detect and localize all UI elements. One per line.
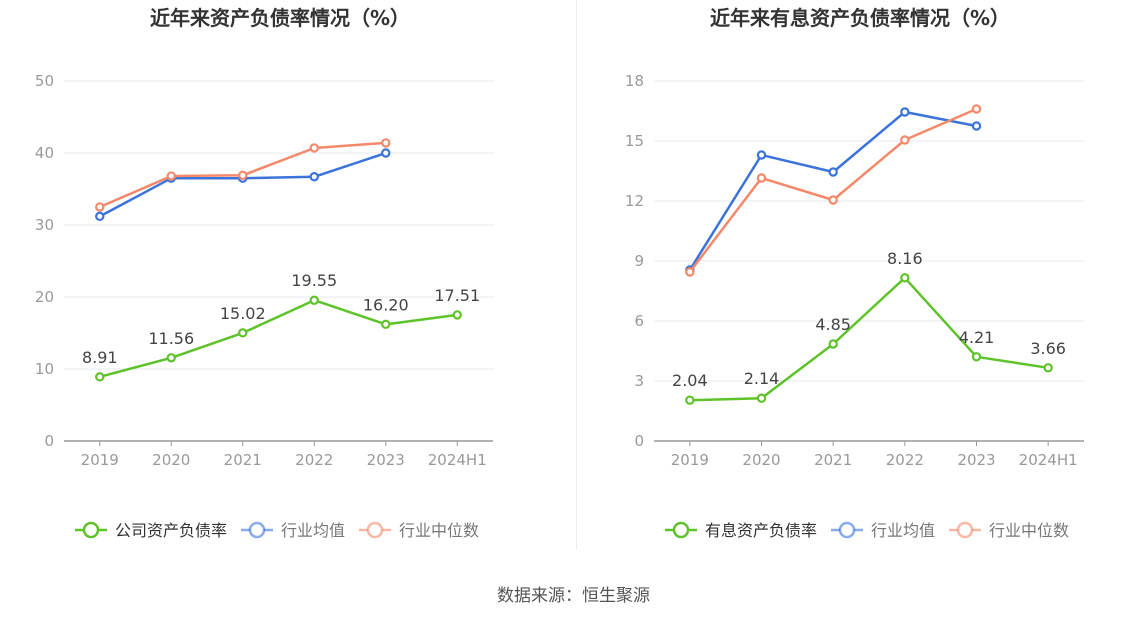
right-legend-swatch-marker	[672, 521, 690, 539]
left-series-point-2	[166, 171, 176, 181]
chart-title-left: 近年来资产负债率情况（%）	[149, 6, 411, 30]
data-source-note: 数据来源：恒生聚源	[497, 586, 650, 606]
right-series-point-0	[756, 393, 767, 403]
left-series-line-1	[99, 151, 387, 218]
left-series-point-0	[95, 372, 105, 382]
right-series-point-1	[971, 121, 982, 131]
right-legend-swatch-marker	[956, 521, 974, 539]
chart-title-right: 近年来有息资产负债率情况（%）	[709, 6, 1011, 30]
right-series-point-0	[900, 273, 910, 283]
right-series-point-2	[971, 104, 982, 114]
left-data-label: 19.55	[291, 271, 337, 290]
left-legend-swatch-marker	[82, 521, 100, 539]
left-series-line-0	[99, 298, 458, 379]
right-legend-label-2: 行业中位数	[989, 521, 1069, 540]
right-series-line-1	[688, 110, 977, 271]
left-x-tick-label: 2019	[81, 451, 119, 469]
right-y-tick-label: 15	[625, 132, 644, 150]
left-series-point-2	[95, 202, 105, 212]
left-x-tick-label: 2024H1	[428, 451, 487, 469]
right-series-point-2	[756, 173, 767, 183]
right-data-label: 4.85	[815, 315, 851, 334]
right-series-point-0	[685, 395, 695, 405]
left-data-label: 15.02	[220, 304, 266, 323]
right-legend-swatch-marker	[838, 521, 856, 539]
left-legend-swatch-marker	[366, 521, 384, 539]
right-series-point-0	[971, 352, 982, 362]
left-series-point-2	[238, 170, 248, 181]
left-y-tick-label: 50	[35, 72, 54, 90]
right-data-label: 2.04	[672, 371, 708, 390]
right-series-point-1	[828, 167, 838, 177]
right-data-label: 8.16	[887, 249, 923, 268]
chart-right: 0 3 6 9 12 15 18 2019 2020 2021 2022 2023 2024H1 2.04…	[625, 72, 1084, 540]
left-series-point-1	[381, 148, 391, 158]
left-data-label: 17.51	[434, 286, 480, 305]
left-data-label: 8.91	[82, 348, 118, 367]
left-series-point-2	[309, 143, 319, 153]
left-series-point-2	[381, 138, 391, 148]
right-series-point-1	[900, 107, 910, 117]
left-x-tick-label: 2023	[367, 451, 405, 469]
right-x-tick-label: 2019	[671, 451, 709, 469]
right-data-label: 3.66	[1030, 339, 1066, 358]
left-series-point-0	[381, 319, 391, 330]
chart-left: 0 10 20 30 40 50 2019 2020 2021 2022 2023 2024H1 8.9…	[35, 72, 493, 540]
right-x-tick-label: 2021	[814, 451, 852, 469]
right-y-tick-label: 3	[634, 372, 644, 390]
left-legend-label-0: 公司资产负债率	[115, 521, 227, 540]
left-series-point-0	[452, 310, 462, 320]
left-series-point-0	[238, 328, 248, 338]
left-y-tick-label: 10	[35, 360, 54, 378]
left-series-point-0	[166, 353, 176, 363]
left-series-point-0	[309, 295, 319, 305]
right-legend-label-1: 行业均值	[871, 521, 935, 540]
right-data-label: 4.21	[959, 328, 995, 347]
right-x-tick-label: 2020	[742, 451, 780, 469]
right-series-line-2	[688, 107, 977, 273]
left-series-point-1	[95, 211, 105, 222]
right-y-tick-label: 12	[625, 192, 644, 210]
right-series-point-2	[900, 135, 910, 145]
panel-divider	[576, 0, 577, 550]
left-x-tick-label: 2021	[224, 451, 262, 469]
right-series-point-0	[1043, 363, 1053, 373]
right-series-point-2	[685, 267, 695, 277]
right-x-tick-label: 2022	[886, 451, 924, 469]
left-legend-swatch-marker	[248, 521, 266, 539]
right-y-tick-label: 6	[634, 312, 644, 330]
left-series-point-1	[309, 172, 319, 182]
right-y-tick-label: 9	[634, 252, 644, 270]
right-data-label: 2.14	[744, 369, 780, 388]
left-x-tick-label: 2020	[152, 451, 190, 469]
left-y-tick-label: 40	[35, 144, 54, 162]
right-y-tick-label: 0	[634, 432, 644, 450]
left-data-label: 16.20	[363, 295, 409, 314]
left-x-tick-label: 2022	[295, 451, 333, 469]
left-legend-label-1: 行业均值	[281, 521, 345, 540]
right-series-point-2	[828, 195, 838, 205]
right-series-point-1	[756, 150, 767, 160]
right-series-point-0	[828, 339, 838, 349]
left-y-tick-label: 30	[35, 216, 54, 234]
right-y-tick-label: 18	[625, 72, 644, 90]
right-legend-label-0: 有息资产负债率	[705, 521, 817, 540]
left-legend-label-2: 行业中位数	[399, 521, 479, 540]
left-y-tick-label: 0	[44, 432, 54, 450]
right-x-tick-label: 2024H1	[1019, 451, 1078, 469]
right-series-line-0	[689, 276, 1049, 402]
left-data-label: 11.56	[148, 329, 194, 348]
left-y-tick-label: 20	[35, 288, 54, 306]
right-x-tick-label: 2023	[957, 451, 995, 469]
